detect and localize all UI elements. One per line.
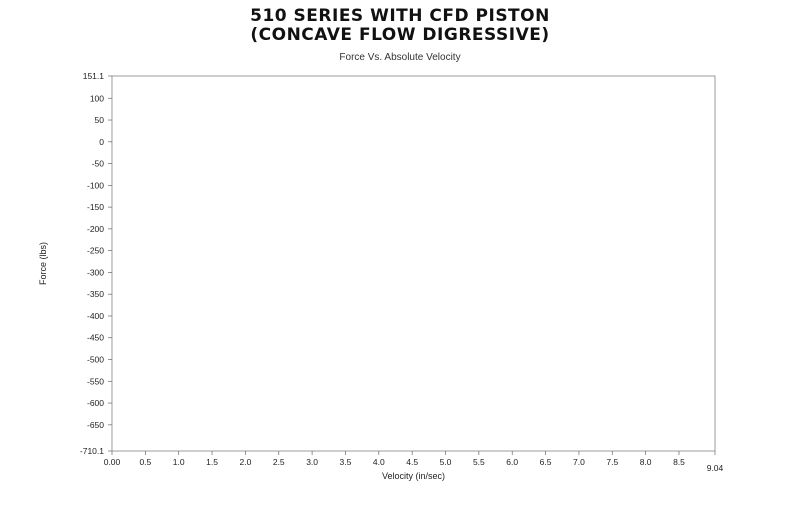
x-tick-label: 5.5: [473, 457, 485, 467]
y-tick-label: 151.1: [83, 71, 105, 81]
chart-title-line1: 510 SERIES WITH CFD PISTON: [250, 6, 550, 26]
x-tick-label: 7.0: [573, 457, 585, 467]
y-tick-label: -200: [87, 224, 104, 234]
y-tick-label: -100: [87, 180, 104, 190]
x-axis-label: Velocity (in/sec): [382, 471, 445, 481]
x-tick-label: 3.0: [306, 457, 318, 467]
y-tick-label: -600: [87, 398, 104, 408]
x-tick-label: 1.5: [206, 457, 218, 467]
x-tick-label: 4.5: [406, 457, 418, 467]
y-tick-label: -450: [87, 333, 104, 343]
y-tick-label: 100: [90, 93, 104, 103]
y-tick-label: 50: [95, 115, 105, 125]
y-tick-label: -150: [87, 202, 104, 212]
y-tick-label: -500: [87, 355, 104, 365]
y-tick-label: -50: [92, 159, 105, 169]
y-tick-label: 0: [99, 137, 104, 147]
y-axis-label: Force (lbs): [38, 242, 48, 285]
y-tick-label: -400: [87, 311, 104, 321]
y-tick-label: -550: [87, 376, 104, 386]
x-tick-label: 2.0: [239, 457, 251, 467]
x-tick-label: 1.0: [173, 457, 185, 467]
x-tick-label: 8.5: [673, 457, 685, 467]
x-tick-label: 9.04: [707, 463, 724, 473]
x-tick-label: 3.5: [340, 457, 352, 467]
x-tick-label: 6.5: [540, 457, 552, 467]
chart-title-line2: (CONCAVE FLOW DIGRESSIVE): [250, 25, 550, 45]
x-tick-label: 6.0: [506, 457, 518, 467]
y-tick-label: -300: [87, 267, 104, 277]
x-tick-label: 5.0: [440, 457, 452, 467]
tick-labels: 0.00 0.5 1.0 1.5 2.0 2.5 3.0 3.5 4.0 4.5 5.0 5.5 6.0…: [80, 71, 724, 473]
y-tick-label: -350: [87, 289, 104, 299]
x-tick-label: 0.00: [104, 457, 121, 467]
axes: [108, 75, 716, 455]
x-tick-label: 2.5: [273, 457, 285, 467]
x-tick-label: 8.0: [640, 457, 652, 467]
plot-area: [111, 75, 716, 452]
y-tick-label: -250: [87, 246, 104, 256]
chart-subtitle: Force Vs. Absolute Velocity: [339, 52, 461, 63]
y-tick-label: -650: [87, 420, 104, 430]
y-tick-label: -710.1: [80, 446, 104, 456]
x-tick-label: 4.0: [373, 457, 385, 467]
x-tick-label: 7.5: [606, 457, 618, 467]
x-tick-label: 0.5: [139, 457, 151, 467]
